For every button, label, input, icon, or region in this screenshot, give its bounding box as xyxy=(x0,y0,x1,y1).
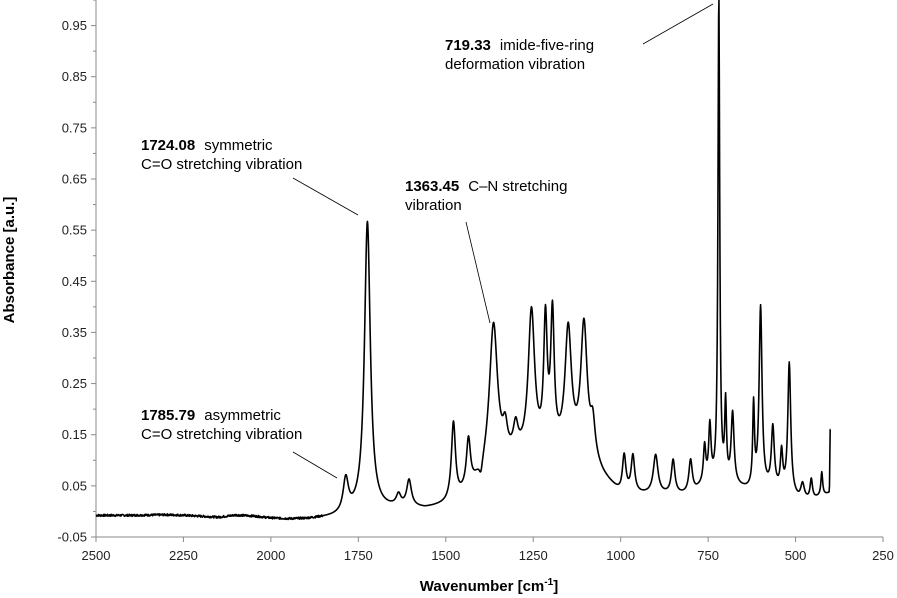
annotation-wavenumber: 1724.08 xyxy=(141,137,195,154)
annotation-description: deformation vibration xyxy=(445,56,585,73)
x-tick-label: 2500 xyxy=(82,548,111,563)
annotation-leader-line xyxy=(642,3,714,45)
x-tick-label: 1500 xyxy=(431,548,460,563)
x-tick-label: 1750 xyxy=(344,548,373,563)
y-tick-label: 0.95 xyxy=(62,18,87,33)
y-axis-ticks: -0.05 0.05 0.15 0.25 0.35 0.45 0.55 0.65 0.75 0.8… xyxy=(57,0,96,545)
y-tick-label: 0.65 xyxy=(62,172,87,187)
annotation-wavenumber: 719.33 xyxy=(445,37,491,54)
annotation-label: 1724.08 symmetric xyxy=(141,137,273,154)
spectrum-series-line xyxy=(95,0,831,521)
y-axis-title: Absorbance [a.u.] xyxy=(1,197,18,324)
annotation-description: symmetric xyxy=(204,137,273,154)
x-tick-label: 1250 xyxy=(519,548,548,563)
y-tick-label: 0.75 xyxy=(62,120,87,135)
annotation-label: 1785.79 asymmetric xyxy=(141,407,281,424)
annotation-label: 1363.45 C–N stretching xyxy=(405,178,567,195)
annotation-description: C–N stretching xyxy=(468,178,567,195)
annotation-description: asymmetric xyxy=(204,407,281,424)
annotation-wavenumber: 1785.79 xyxy=(141,407,195,424)
y-tick-label: 0.55 xyxy=(62,223,87,238)
y-tick-label: 0.45 xyxy=(62,274,87,289)
y-tick-label: 0.35 xyxy=(62,325,87,340)
annotation-leader-line xyxy=(292,451,338,479)
y-tick-label: 0.25 xyxy=(62,376,87,391)
x-tick-label: 750 xyxy=(697,548,719,563)
x-tick-label: 1000 xyxy=(606,548,635,563)
y-tick-label: -0.05 xyxy=(57,530,87,545)
annotation-leader-line xyxy=(292,177,359,216)
x-tick-label: 250 xyxy=(872,548,894,563)
annotation-wavenumber: 1363.45 xyxy=(405,178,459,195)
x-tick-label: 2250 xyxy=(169,548,198,563)
annotation-description: imide-five-ring xyxy=(500,37,594,54)
x-axis-ticks: 2500 2250 2000 1750 1500 1250 1000 750 500 250 xyxy=(82,537,894,563)
x-axis-title: Wavenumber [cm-1] xyxy=(420,577,558,595)
annotation-description: C=O stretching vibration xyxy=(141,156,302,173)
annotation-description: C=O stretching vibration xyxy=(141,426,302,443)
x-tick-label: 500 xyxy=(785,548,807,563)
y-tick-label: 0.15 xyxy=(62,427,87,442)
y-tick-label: 0.05 xyxy=(62,478,87,493)
y-tick-label: 0.85 xyxy=(62,69,87,84)
annotation-leader-line xyxy=(465,221,491,324)
annotation-description: vibration xyxy=(405,197,462,214)
peak-annotations: 1785.79 asymmetric C=O stretching vibratio… xyxy=(141,3,714,479)
annotation-label: 719.33 imide-five-ring xyxy=(445,37,594,54)
x-tick-label: 2000 xyxy=(256,548,285,563)
